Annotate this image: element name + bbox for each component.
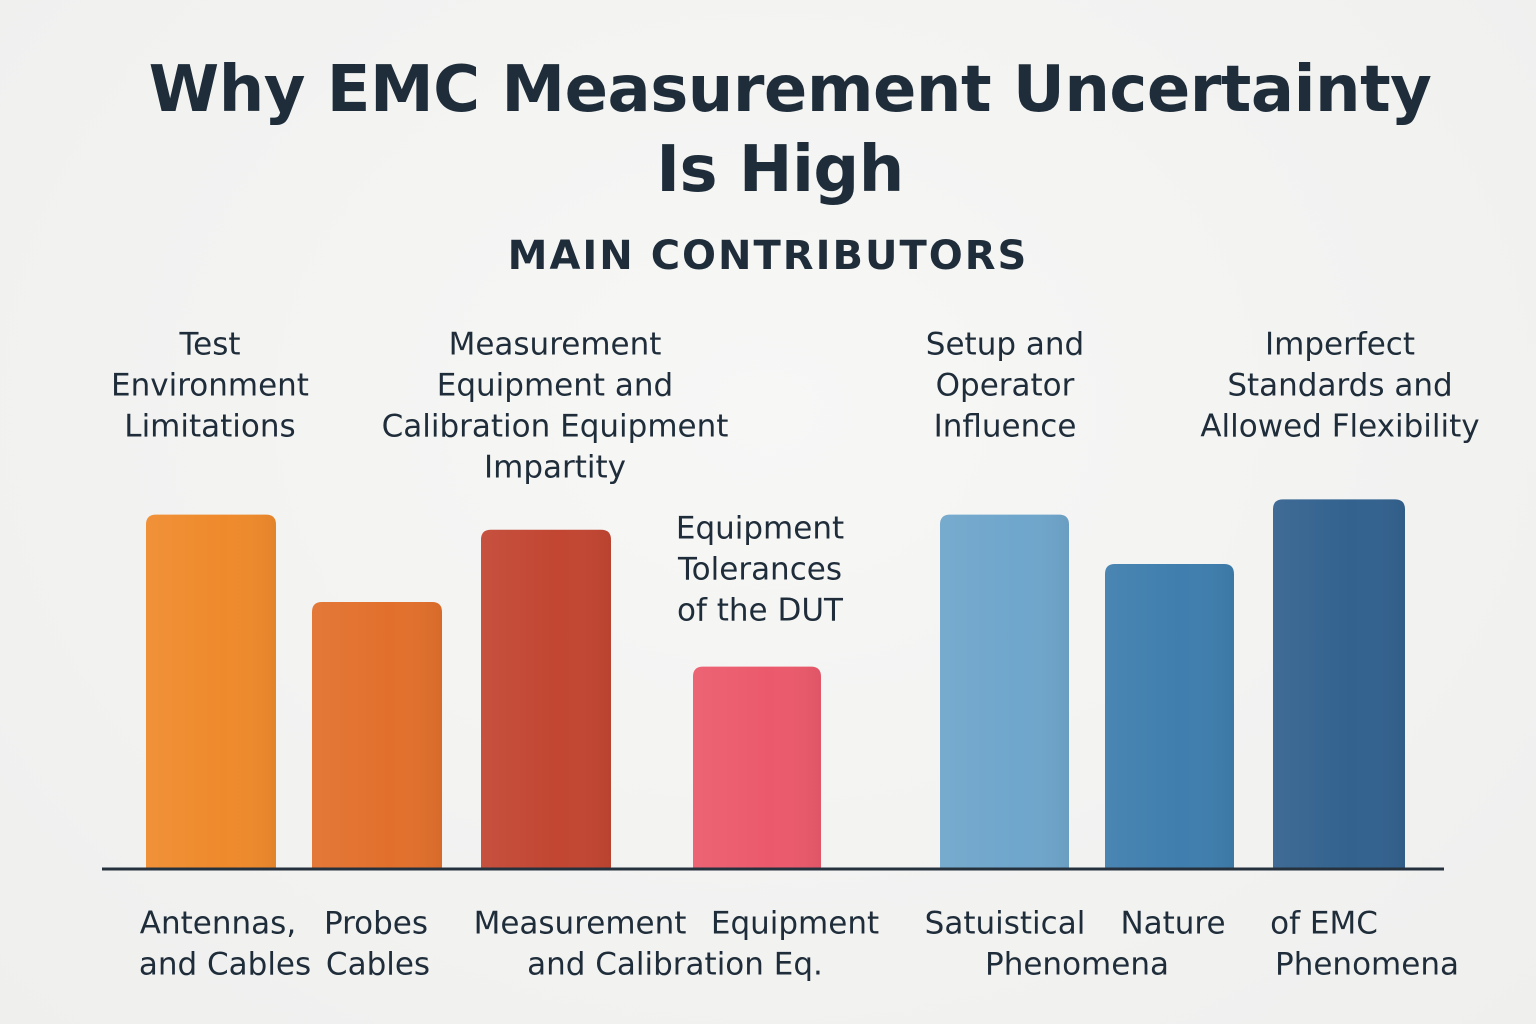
bottom-label-2: and Cables bbox=[139, 947, 311, 983]
bar-4-shade bbox=[693, 666, 821, 868]
top-label-4-line-1: Setup and bbox=[926, 327, 1084, 363]
bottom-label-11: of EMC bbox=[1270, 906, 1378, 942]
top-label-4-line-3: Influence bbox=[934, 409, 1077, 445]
top-label-5-line-3: Allowed Flexibility bbox=[1200, 409, 1479, 445]
top-label-4-line-2: Operator bbox=[936, 368, 1075, 404]
top-label-2-line-3: Calibration Equipment bbox=[382, 409, 729, 445]
bar-1-shade bbox=[146, 514, 276, 868]
bar-6-shade bbox=[1105, 564, 1234, 868]
bar-7-shade bbox=[1273, 499, 1405, 868]
bar-2-shade bbox=[312, 602, 442, 868]
bottom-label-5: Measurement bbox=[474, 906, 687, 942]
bottom-labels-group: Antennas, and Cables Probes Cables Measureme… bbox=[139, 906, 1459, 983]
top-label-2-line-1: Measurement bbox=[449, 327, 662, 363]
bottom-label-12: Phenomena bbox=[1275, 947, 1459, 983]
top-label-1-line-1: Test bbox=[178, 327, 240, 363]
page-title-line-1: Why EMC Measurement Uncertainty bbox=[148, 53, 1432, 127]
top-label-2-line-4: Impartity bbox=[484, 450, 626, 486]
top-label-3-line-2: Tolerances bbox=[677, 552, 842, 588]
top-label-3-line-3: of the DUT bbox=[677, 593, 844, 629]
bar-5-shade bbox=[940, 514, 1069, 868]
top-labels-group: Test Environment Limitations Measurement Equ… bbox=[111, 327, 1480, 629]
top-label-3-line-1: Equipment bbox=[676, 511, 844, 547]
top-label-1-line-3: Limitations bbox=[124, 409, 295, 445]
top-label-2-line-2: Equipment and bbox=[437, 368, 673, 404]
chart-subtitle: MAIN CONTRIBUTORS bbox=[507, 233, 1029, 279]
bottom-label-10: Phenomena bbox=[985, 947, 1169, 983]
top-label-1-line-2: Environment bbox=[111, 368, 309, 404]
top-label-5-line-1: Imperfect bbox=[1265, 327, 1415, 363]
bottom-label-6: Equipment bbox=[711, 906, 879, 942]
bars-group bbox=[146, 499, 1405, 868]
bottom-label-8: Satuistical bbox=[925, 906, 1086, 942]
bottom-label-3: Probes bbox=[324, 906, 428, 942]
bar-3-shade bbox=[481, 529, 611, 868]
bottom-label-7: and Calibration Eq. bbox=[527, 947, 823, 983]
bottom-label-1: Antennas, bbox=[140, 906, 296, 942]
bottom-label-9: Nature bbox=[1120, 906, 1225, 942]
top-label-5-line-2: Standards and bbox=[1227, 368, 1452, 404]
bottom-label-4: Cables bbox=[326, 947, 430, 983]
page-title-line-2: Is High bbox=[656, 133, 904, 207]
